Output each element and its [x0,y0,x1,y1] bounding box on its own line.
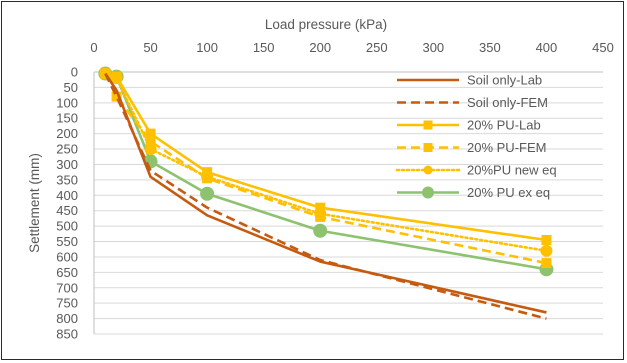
x-tick-label: 200 [309,40,331,55]
data-point [540,244,553,257]
data-point [200,186,215,201]
data-point [202,173,213,184]
x-tick-label: 0 [90,40,97,55]
legend-label-3: 20% PU-FEM [467,140,546,155]
y-tick-label: 350 [56,172,78,187]
data-point [111,71,122,82]
y-tick-label: 300 [56,157,78,172]
data-point [111,91,122,102]
y-tick-label: 800 [56,311,78,326]
y-tick-label: 450 [56,203,78,218]
series-line-0 [104,72,547,314]
y-tick-label: 200 [56,126,78,141]
x-tick-label: 450 [592,40,614,55]
y-tick-label: 600 [56,249,78,264]
x-tick-label: 300 [422,40,444,55]
x-tick-label: 100 [196,40,218,55]
data-point [541,234,552,245]
data-point [145,128,156,139]
data-point [313,223,328,238]
legend-marker-5 [422,186,434,199]
y-tick-label: 0 [71,65,78,80]
x-tick-label: 350 [479,40,501,55]
x-tick-label: 150 [253,40,275,55]
y-tick-label: 250 [56,142,78,157]
x-axis-title: Load pressure (kPa) [265,17,387,32]
y-tick-label: 700 [56,280,78,295]
data-point [145,136,156,147]
data-point [541,258,552,269]
data-point [315,202,326,213]
legend-label-0: Soil only-Lab [467,73,542,88]
legend-label-4: 20%PU new eq [467,163,557,178]
data-point [315,211,326,222]
y-tick-label: 500 [56,219,78,234]
y-tick-label: 100 [56,95,78,110]
legend-label-2: 20% PU-Lab [467,118,541,133]
legend-label-1: Soil only-FEM [467,95,548,110]
x-tick-label: 250 [366,40,388,55]
y-tick-label: 400 [56,188,78,203]
y-tick-label: 650 [56,265,78,280]
y-tick-label: 750 [56,296,78,311]
y-tick-label: 150 [56,111,78,126]
data-point [202,167,213,178]
legend-label-5: 20% PU ex eq [467,185,550,200]
y-tick-label: 50 [64,80,78,95]
x-tick-label: 50 [143,40,157,55]
y-tick-label: 550 [56,234,78,249]
x-tick-label: 400 [536,40,558,55]
legend-marker-4 [423,165,433,175]
legend-marker-2 [423,120,433,130]
legend-marker-3 [423,143,433,152]
y-tick-label: 850 [56,327,78,342]
y-axis-title: Settlement (mm) [27,153,42,253]
